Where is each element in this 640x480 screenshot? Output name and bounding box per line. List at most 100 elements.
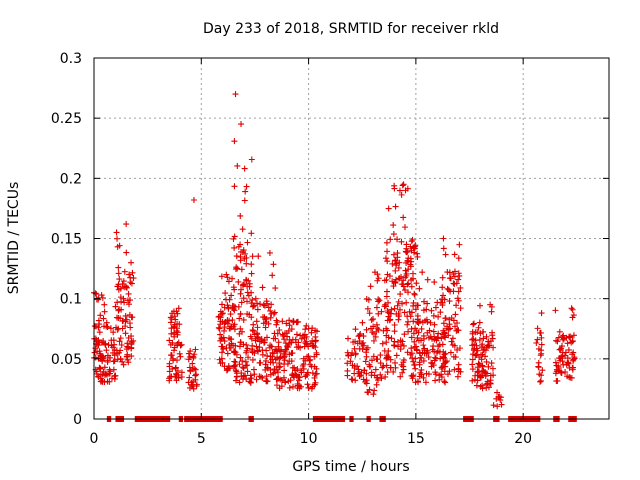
- data-point: [344, 367, 351, 374]
- data-point: [469, 351, 476, 358]
- data-point: [105, 341, 112, 348]
- data-point: [192, 372, 199, 379]
- data-point: [231, 138, 238, 145]
- data-point: [282, 378, 289, 385]
- data-point: [442, 334, 449, 341]
- data-point: [385, 205, 392, 212]
- data-point: [556, 328, 563, 335]
- data-point: [395, 264, 402, 271]
- data-point: [562, 369, 569, 376]
- data-point: [255, 253, 262, 260]
- data-point: [392, 203, 399, 210]
- data-point: [453, 280, 460, 287]
- data-point: [242, 358, 249, 365]
- data-point: [473, 382, 480, 389]
- data-point: [424, 300, 431, 307]
- data-point: [453, 302, 460, 309]
- data-point: [390, 342, 397, 349]
- data-point: [457, 284, 464, 291]
- data-point: [235, 278, 242, 285]
- data-point: [483, 358, 490, 365]
- data-point: [569, 337, 576, 344]
- data-point: [445, 332, 452, 339]
- data-point: [404, 257, 411, 264]
- data-point: [250, 321, 257, 328]
- data-point: [423, 306, 430, 313]
- data-point: [451, 342, 458, 349]
- data-point: [128, 280, 135, 287]
- data-point: [564, 340, 571, 347]
- data-point: [534, 325, 541, 332]
- data-point: [455, 270, 462, 277]
- data-point: [470, 321, 477, 328]
- x-tick-label: 0: [90, 431, 99, 447]
- data-point: [231, 183, 238, 190]
- data-point: [345, 335, 352, 342]
- data-point: [262, 366, 269, 373]
- data-point: [99, 294, 106, 301]
- data-point: [124, 351, 131, 358]
- data-point: [116, 242, 123, 249]
- data-point: [190, 196, 197, 203]
- data-point: [116, 276, 123, 283]
- data-point: [439, 302, 446, 309]
- data-point: [302, 357, 309, 364]
- data-point: [128, 333, 135, 340]
- data-point: [439, 341, 446, 348]
- data-point: [98, 377, 105, 384]
- data-point: [347, 358, 354, 365]
- data-point: [189, 360, 196, 367]
- data-point: [415, 379, 422, 386]
- data-point: [439, 365, 446, 372]
- data-point: [217, 321, 224, 328]
- data-point: [238, 299, 245, 306]
- data-point: [223, 271, 230, 278]
- data-point: [225, 278, 232, 285]
- data-point: [96, 329, 103, 336]
- data-point: [253, 318, 260, 325]
- data-point: [270, 310, 277, 317]
- data-point: [400, 181, 407, 188]
- data-point: [452, 323, 459, 330]
- data-point: [236, 315, 243, 322]
- data-point: [428, 307, 435, 314]
- data-point: [397, 291, 404, 298]
- data-point: [390, 231, 397, 238]
- data-point: [267, 314, 274, 321]
- data-point: [379, 340, 386, 347]
- data-point: [446, 316, 453, 323]
- data-point: [271, 309, 278, 316]
- data-point: [374, 277, 381, 284]
- data-point: [176, 350, 183, 357]
- data-point: [270, 370, 277, 377]
- data-point: [371, 387, 378, 394]
- data-point: [244, 368, 251, 375]
- data-point: [312, 371, 319, 378]
- data-point: [116, 349, 123, 356]
- data-point: [122, 330, 129, 337]
- data-point: [494, 389, 501, 396]
- data-point: [490, 402, 497, 409]
- data-point: [498, 401, 505, 408]
- data-point: [442, 379, 449, 386]
- data-point: [391, 182, 398, 189]
- data-point: [243, 349, 250, 356]
- data-point: [344, 360, 351, 367]
- data-point: [424, 329, 431, 336]
- data-point: [397, 346, 404, 353]
- data-point: [415, 320, 422, 327]
- data-point: [556, 346, 563, 353]
- data-point: [129, 269, 136, 276]
- data-point: [558, 369, 565, 376]
- data-point: [374, 271, 381, 278]
- data-point: [313, 349, 320, 356]
- data-point: [563, 334, 570, 341]
- data-point: [424, 349, 431, 356]
- data-point: [474, 364, 481, 371]
- data-point: [352, 326, 359, 333]
- x-tick-label: 15: [407, 431, 425, 447]
- data-point: [367, 325, 374, 332]
- data-point: [481, 368, 488, 375]
- data-point: [408, 238, 415, 245]
- data-point: [281, 336, 288, 343]
